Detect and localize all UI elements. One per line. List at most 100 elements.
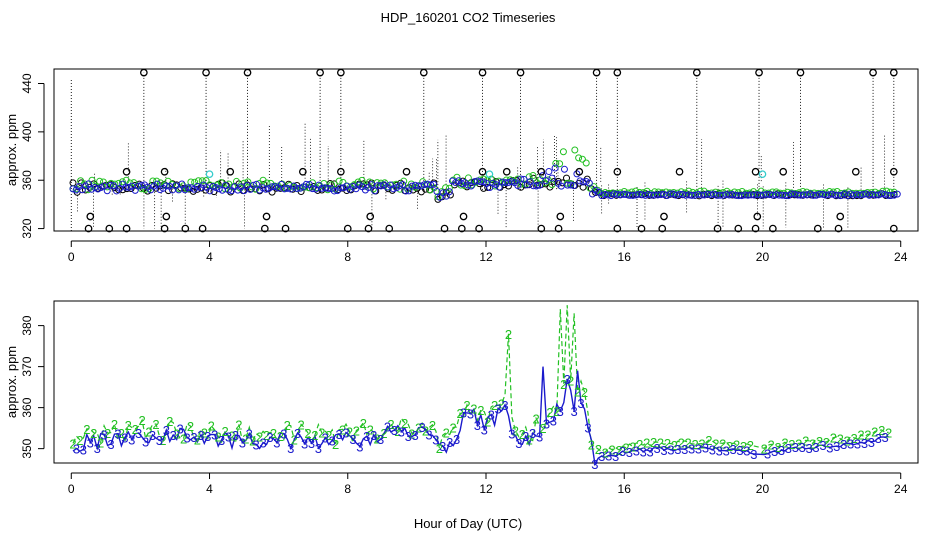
series-2-label: 2: [671, 438, 678, 453]
series-2-label: 2: [505, 327, 512, 342]
series-2-label: 2: [208, 419, 215, 434]
outlier-mid-point: [402, 167, 411, 176]
outlier-high-point: [516, 68, 525, 77]
series-3-label: 3: [142, 434, 149, 449]
blue-point: [371, 187, 379, 195]
green-point: [244, 178, 252, 186]
series-2-label: 2: [588, 438, 595, 453]
series-2-label: 2: [595, 442, 602, 457]
cyan-point: [205, 170, 214, 179]
blue-point: [337, 184, 345, 192]
bottom-x-tick-label: 12: [479, 482, 493, 496]
bottom-x-tick-label: 8: [344, 482, 351, 496]
series-3-label: 3: [170, 428, 177, 443]
series-2-label: 2: [484, 414, 491, 429]
outlier-low-point: [459, 212, 468, 221]
series-3-label: 3: [294, 426, 301, 441]
series-3-label: 3: [819, 438, 826, 453]
series-3-label: 3: [183, 430, 190, 445]
series-3-label: 3: [633, 444, 640, 459]
outlier-mid-point: [336, 167, 345, 176]
series-3-label: 3: [508, 426, 515, 441]
series-2-label: 2: [180, 431, 187, 446]
outlier-low-point: [457, 224, 466, 233]
series-3-label: 3: [571, 404, 578, 419]
outlier-high-point: [796, 68, 805, 77]
series-2-label: 2: [380, 426, 387, 441]
blue-point: [548, 174, 556, 182]
series-3-label: 3: [94, 441, 101, 456]
blue-point: [781, 192, 789, 200]
outlier-low-point: [475, 224, 483, 233]
series-3-label: 3: [543, 417, 550, 432]
series-3-label: 3: [515, 436, 522, 451]
series-2-label: 2: [353, 424, 360, 439]
series-2-label: 2: [629, 440, 636, 455]
outlier-low-point: [122, 224, 131, 233]
top-x-tick-label: 20: [756, 250, 770, 264]
series-3-label: 3: [377, 432, 384, 447]
outlier-low-point: [613, 224, 622, 233]
bottom-y-tick-label: 350: [20, 438, 34, 458]
blue-point: [302, 180, 310, 188]
series-2-label: 2: [111, 417, 118, 432]
cyan-point: [485, 170, 494, 179]
series-2-label: 2: [456, 406, 463, 421]
series-2-label: 2: [809, 436, 816, 451]
blue-point: [545, 168, 553, 176]
green-point: [487, 175, 495, 183]
outlier-high-point: [869, 68, 877, 77]
series-2-label: 2: [360, 416, 367, 431]
series-2-label: 2: [857, 428, 864, 443]
series-3-label: 3: [792, 440, 799, 455]
x-axis-label: Hour of Day (UTC): [414, 516, 522, 531]
green-point: [845, 188, 853, 196]
top-data-marks: [69, 68, 901, 233]
top-y-tick-label: 440: [20, 73, 34, 93]
outlier-low-point: [768, 224, 777, 233]
series-3-label: 3: [107, 437, 114, 452]
series-2-label: 2: [546, 405, 553, 420]
outlier-low-point: [260, 224, 269, 233]
series-3-label: 3: [584, 421, 591, 436]
series-2-label: 2: [118, 426, 125, 441]
series-2-label: 2: [615, 443, 622, 458]
blue-point: [330, 187, 338, 195]
blue-point: [520, 175, 528, 183]
series-2-label: 2: [733, 438, 740, 453]
series-2-label: 2: [685, 435, 692, 450]
series-2-label: 2: [491, 398, 498, 413]
outlier-low-point: [713, 224, 722, 233]
bottom-y-tick-label: 380: [20, 315, 34, 335]
series-3-label: 3: [812, 440, 819, 455]
series-2-label: 2: [422, 423, 429, 438]
outlier-low-point: [537, 224, 546, 233]
series-2-label: 2: [816, 434, 823, 449]
blue-point: [570, 182, 578, 190]
series-2-label: 2: [574, 385, 581, 400]
series-3-label: 3: [577, 396, 584, 411]
top-x-axis: 0 4 8 12 16 20 24: [68, 240, 908, 264]
green-point: [251, 185, 259, 193]
series-3-label: 3: [840, 437, 847, 452]
outlier-low-point: [105, 224, 114, 233]
series-3-label: 3: [190, 430, 197, 445]
series-3-label: 3: [114, 427, 121, 442]
blue-point: [125, 183, 133, 191]
series-2-label: 2: [215, 429, 222, 444]
green-point: [578, 155, 586, 163]
blue-point: [209, 183, 217, 191]
blue-point: [85, 180, 93, 188]
series-3-label: 3: [446, 435, 453, 450]
blue-point: [271, 183, 279, 191]
series-2-label: 2: [657, 436, 664, 451]
bottom-x-tick-label: 24: [894, 482, 908, 496]
series-2-label: 2: [201, 426, 208, 441]
blue-point: [396, 182, 404, 190]
green-point: [328, 181, 336, 189]
series-3-label: 3: [847, 437, 854, 452]
blue-point: [427, 181, 435, 189]
outlier-low-point: [366, 212, 375, 221]
outlier-low-point: [660, 212, 668, 221]
blue-point: [153, 180, 161, 188]
